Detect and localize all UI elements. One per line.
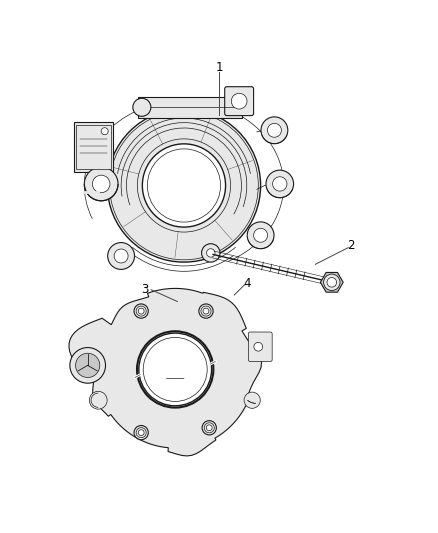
Circle shape: [199, 304, 213, 318]
Circle shape: [138, 430, 144, 435]
Text: 2: 2: [346, 239, 354, 253]
Circle shape: [244, 392, 260, 408]
Circle shape: [268, 123, 281, 138]
Circle shape: [204, 423, 214, 433]
Circle shape: [70, 348, 106, 383]
Text: 1: 1: [215, 61, 223, 74]
Circle shape: [206, 425, 212, 431]
Circle shape: [139, 333, 212, 406]
Circle shape: [84, 167, 118, 201]
FancyBboxPatch shape: [74, 122, 113, 172]
Circle shape: [327, 278, 336, 287]
Circle shape: [202, 421, 216, 435]
Polygon shape: [69, 288, 261, 456]
Circle shape: [254, 228, 268, 243]
FancyBboxPatch shape: [138, 96, 242, 118]
Circle shape: [261, 117, 288, 144]
Circle shape: [266, 170, 293, 198]
Circle shape: [142, 144, 226, 227]
Circle shape: [108, 243, 134, 269]
Circle shape: [136, 306, 146, 316]
Text: 3: 3: [141, 283, 148, 296]
Circle shape: [247, 222, 274, 249]
FancyBboxPatch shape: [248, 332, 272, 361]
Circle shape: [92, 175, 110, 193]
Circle shape: [101, 128, 108, 135]
Circle shape: [201, 244, 220, 262]
Circle shape: [107, 109, 261, 262]
Circle shape: [133, 98, 151, 116]
FancyBboxPatch shape: [76, 125, 111, 169]
Circle shape: [138, 308, 144, 314]
Circle shape: [89, 391, 107, 409]
Circle shape: [134, 425, 148, 440]
Circle shape: [324, 274, 340, 290]
Circle shape: [203, 308, 209, 314]
Text: 4: 4: [244, 277, 251, 289]
Polygon shape: [321, 272, 343, 292]
Circle shape: [207, 249, 215, 257]
Circle shape: [201, 306, 211, 316]
Circle shape: [114, 249, 128, 263]
Circle shape: [76, 353, 100, 377]
Circle shape: [272, 177, 287, 191]
Circle shape: [136, 427, 146, 438]
Circle shape: [134, 304, 148, 318]
FancyBboxPatch shape: [225, 87, 254, 116]
Circle shape: [254, 342, 263, 351]
Circle shape: [231, 93, 247, 109]
